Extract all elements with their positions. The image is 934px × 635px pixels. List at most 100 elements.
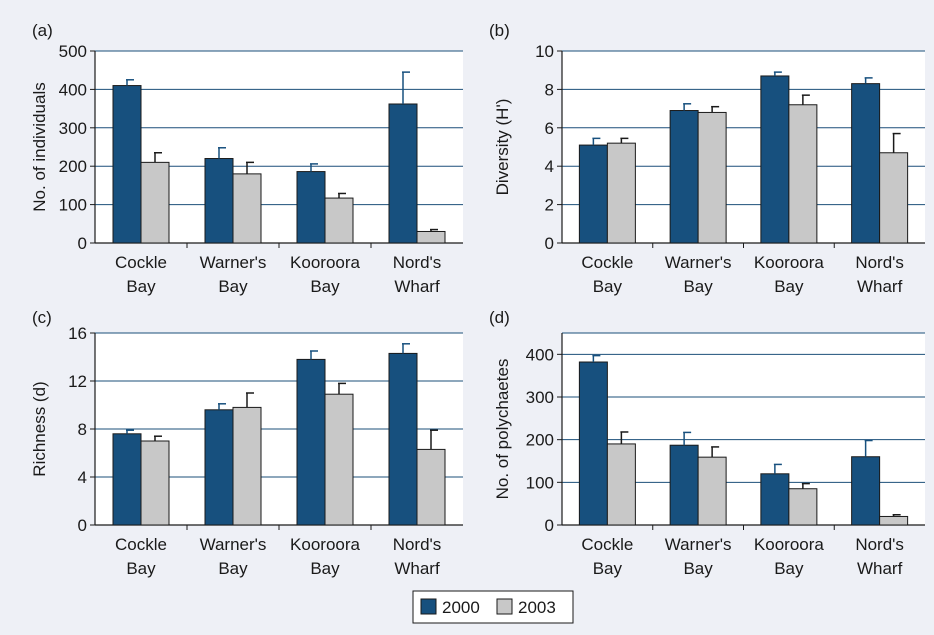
y-tick-label: 0 — [78, 234, 87, 253]
category-label: Warner's — [665, 253, 732, 272]
category-label: Bay — [774, 559, 804, 578]
y-tick-label: 6 — [545, 119, 554, 138]
category-label: Cockle — [115, 535, 167, 554]
bar-2003 — [417, 449, 445, 525]
category-label: Warner's — [665, 535, 732, 554]
category-label: Nord's — [855, 535, 904, 554]
bar-2000 — [205, 410, 233, 525]
bar-2000 — [579, 362, 607, 525]
category-label: Wharf — [394, 559, 440, 578]
legend-label-2000: 2000 — [442, 598, 480, 617]
y-tick-label: 400 — [526, 345, 554, 364]
y-tick-label: 0 — [545, 516, 554, 535]
y-tick-label: 200 — [526, 431, 554, 450]
y-axis-label: No. of polychaetes — [493, 359, 512, 500]
y-axis-label: No. of individuals — [30, 82, 49, 211]
bar-2003 — [141, 162, 169, 243]
category-label: Nord's — [393, 253, 442, 272]
category-label: Bay — [126, 277, 156, 296]
category-label: Bay — [593, 559, 623, 578]
bar-2000 — [113, 86, 141, 243]
category-label: Warner's — [200, 253, 267, 272]
bar-2003 — [698, 112, 726, 243]
panel-label: (d) — [489, 308, 510, 327]
bar-2003 — [698, 457, 726, 525]
y-tick-label: 0 — [78, 516, 87, 535]
y-tick-label: 200 — [59, 157, 87, 176]
y-tick-label: 500 — [59, 42, 87, 61]
category-label: Cockle — [581, 253, 633, 272]
y-tick-label: 100 — [59, 196, 87, 215]
category-label: Wharf — [857, 277, 903, 296]
bar-2003 — [607, 444, 635, 525]
category-label: Bay — [126, 559, 156, 578]
bar-2003 — [233, 407, 261, 525]
bar-2000 — [852, 84, 880, 243]
bar-2003 — [325, 394, 353, 525]
bar-2000 — [113, 434, 141, 525]
y-tick-label: 300 — [59, 119, 87, 138]
y-tick-label: 0 — [545, 234, 554, 253]
y-tick-label: 8 — [78, 420, 87, 439]
bar-2003 — [880, 516, 908, 525]
bar-2003 — [233, 174, 261, 243]
y-tick-label: 400 — [59, 80, 87, 99]
bar-2000 — [852, 457, 880, 525]
y-tick-label: 12 — [68, 372, 87, 391]
panel-2: 0 4 8 12 16 Cockle Bay Warner's Bay Kooroora Bay No… — [30, 308, 463, 578]
bar-2000 — [389, 104, 417, 243]
y-tick-label: 4 — [545, 157, 554, 176]
y-tick-label: 8 — [545, 80, 554, 99]
bar-2003 — [417, 231, 445, 243]
y-tick-label: 2 — [545, 196, 554, 215]
panel-0: 0 100 200 300 400 500 Cockle Bay Warner's Bay Koor… — [30, 21, 463, 296]
category-label: Bay — [310, 559, 340, 578]
bar-2000 — [205, 159, 233, 243]
y-tick-label: 100 — [526, 473, 554, 492]
category-label: Bay — [774, 277, 804, 296]
y-tick-label: 4 — [78, 468, 87, 487]
category-label: Cockle — [581, 535, 633, 554]
category-label: Nord's — [393, 535, 442, 554]
category-label: Kooroora — [290, 253, 360, 272]
category-label: Kooroora — [754, 253, 824, 272]
category-label: Warner's — [200, 535, 267, 554]
category-label: Cockle — [115, 253, 167, 272]
y-axis-label: Richness (d) — [30, 381, 49, 476]
panel-3: 0 100 200 300 400 Cockle Bay Warner's Bay Kooroor… — [489, 308, 925, 578]
category-label: Wharf — [394, 277, 440, 296]
bar-2000 — [670, 445, 698, 525]
legend-swatch-2003 — [497, 599, 512, 614]
legend-label-2003: 2003 — [518, 598, 556, 617]
panel-label: (a) — [32, 21, 53, 40]
bar-2000 — [761, 76, 789, 243]
category-label: Bay — [218, 277, 248, 296]
y-axis-label: Diversity (H') — [493, 99, 512, 196]
category-label: Nord's — [855, 253, 904, 272]
category-label: Bay — [218, 559, 248, 578]
bar-2000 — [579, 145, 607, 243]
category-label: Bay — [310, 277, 340, 296]
bar-2000 — [670, 111, 698, 243]
bar-2003 — [789, 105, 817, 243]
y-tick-label: 10 — [535, 42, 554, 61]
bar-2000 — [761, 474, 789, 525]
category-label: Bay — [683, 559, 713, 578]
category-label: Kooroora — [290, 535, 360, 554]
bar-2003 — [607, 143, 635, 243]
bar-2000 — [297, 359, 325, 525]
category-label: Bay — [593, 277, 623, 296]
category-label: Kooroora — [754, 535, 824, 554]
bar-2000 — [297, 172, 325, 243]
bar-2003 — [141, 441, 169, 525]
bar-2003 — [789, 489, 817, 525]
legend-swatch-2000 — [421, 599, 436, 614]
y-tick-label: 16 — [68, 324, 87, 343]
bar-2000 — [389, 353, 417, 525]
category-label: Wharf — [857, 559, 903, 578]
category-label: Bay — [683, 277, 713, 296]
bar-2003 — [325, 198, 353, 243]
panel-label: (c) — [32, 308, 52, 327]
y-tick-label: 300 — [526, 388, 554, 407]
